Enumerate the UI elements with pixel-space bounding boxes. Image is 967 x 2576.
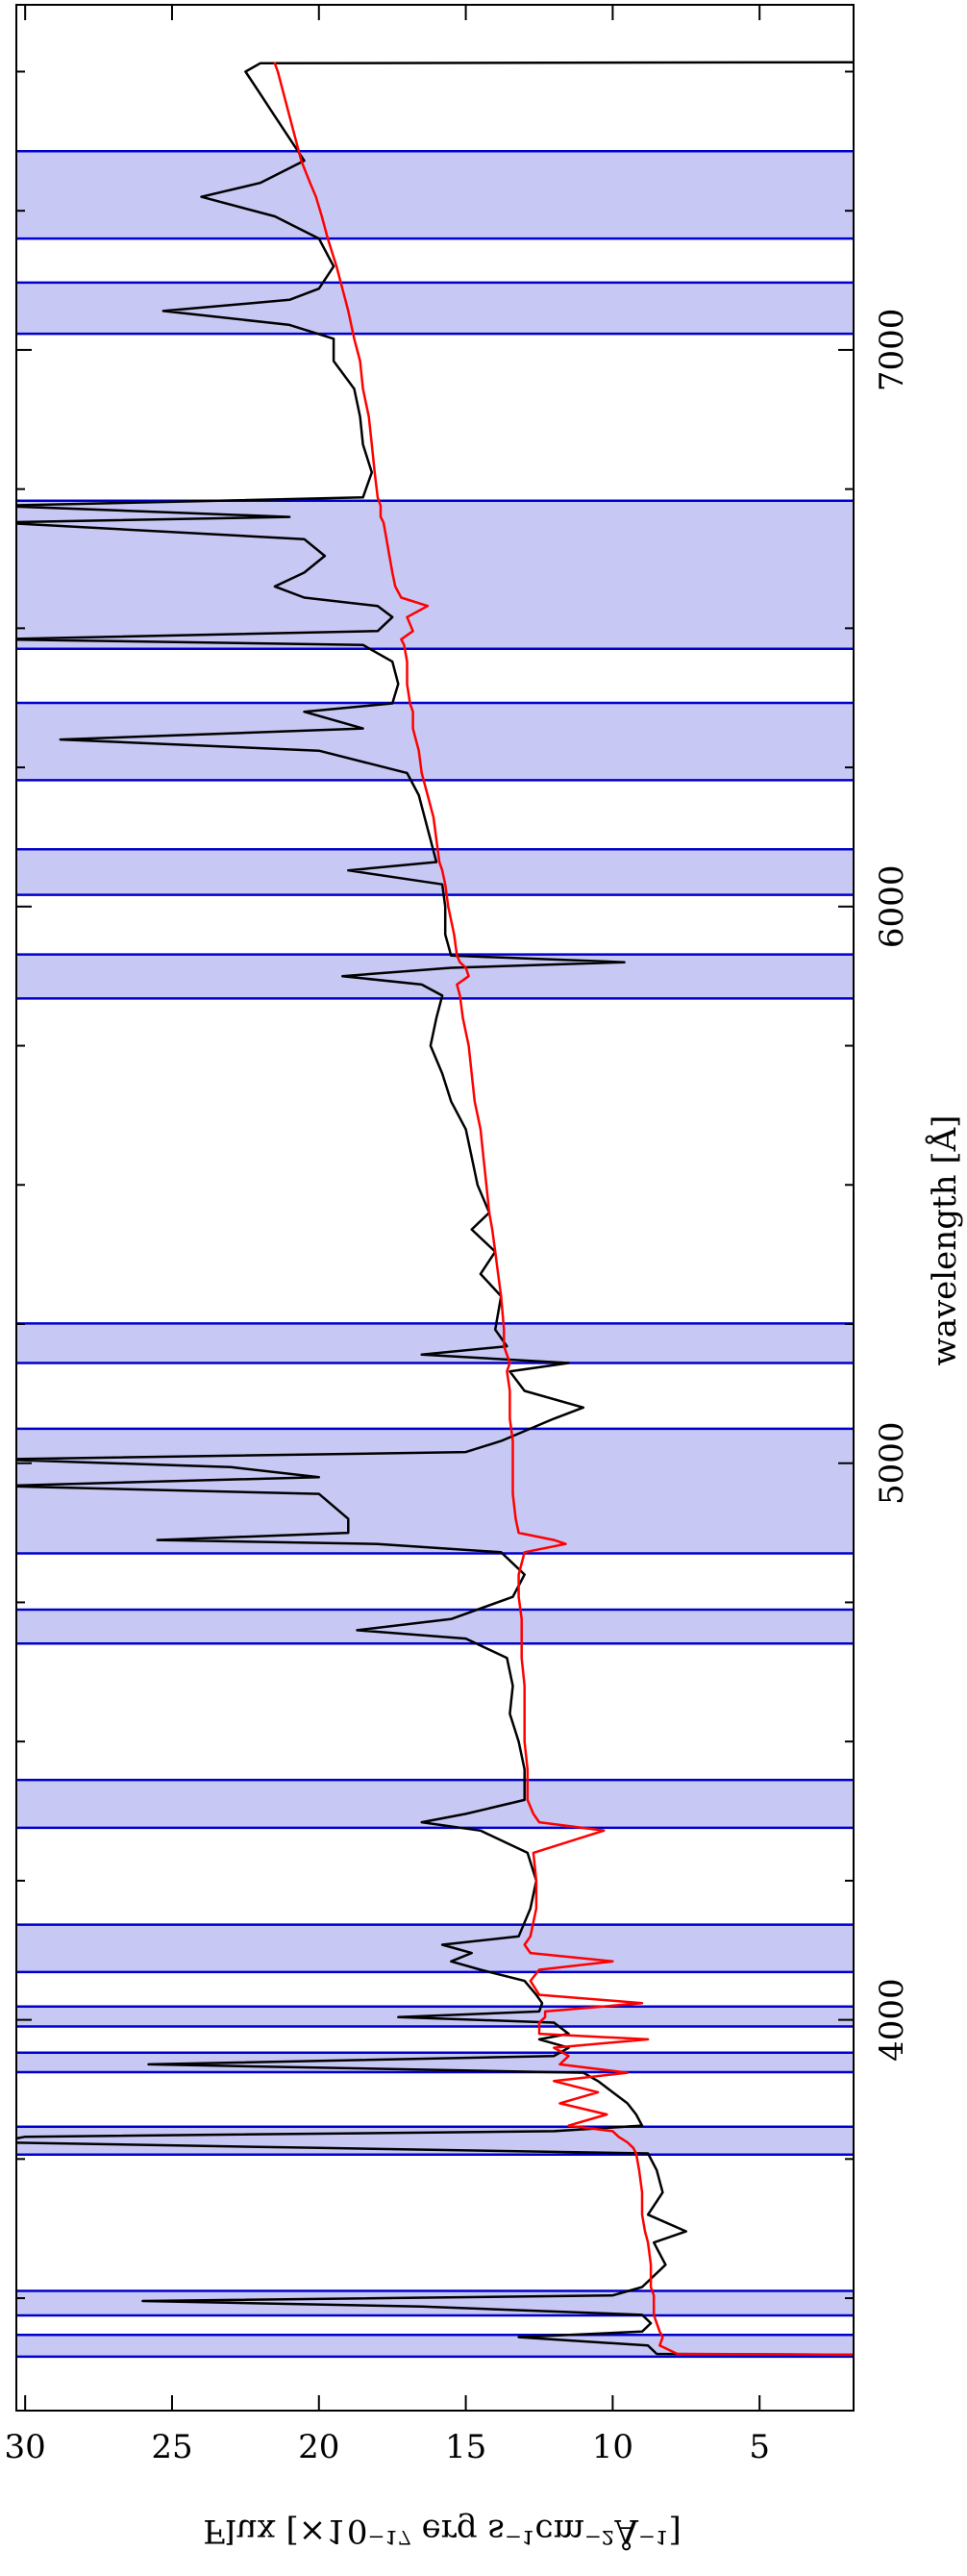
x-axis-label: wavelength [Å]: [925, 1115, 964, 1366]
y-tick-label: 15: [445, 2428, 486, 2466]
band: [16, 151, 854, 239]
x-tick-label: 6000: [873, 865, 911, 949]
x-tick-label: 7000: [873, 309, 911, 392]
y-tick-label: 20: [298, 2428, 339, 2466]
band: [16, 702, 854, 781]
band: [16, 1323, 854, 1363]
y-tick-label: 30: [5, 2428, 46, 2466]
band: [16, 2052, 854, 2073]
x-tick-label: 5000: [873, 1421, 911, 1505]
y-tick-label: 25: [151, 2428, 192, 2466]
band: [16, 1924, 854, 1972]
band: [16, 1609, 854, 1644]
plot-frame: [15, 4, 855, 2412]
x-tick-label: 4000: [873, 1978, 911, 2062]
bands: [16, 150, 854, 2359]
lines: [16, 61, 854, 2357]
band: [16, 1428, 854, 1554]
spectrum-line: [16, 61, 854, 2357]
axes: 4000 5000 6000 7000 5 10 15 20 25 30: [5, 5, 911, 2466]
y-tick-label: 10: [592, 2428, 633, 2466]
spectrum-line: [273, 62, 854, 2357]
y-tick-label: 5: [749, 2428, 770, 2466]
band: [16, 282, 854, 335]
band: [16, 2335, 854, 2357]
y-axis-label: Flux [×10⁻¹⁷ erg s⁻¹cm⁻²Å⁻¹]: [203, 2512, 682, 2551]
band: [16, 500, 854, 649]
band: [16, 2290, 854, 2316]
